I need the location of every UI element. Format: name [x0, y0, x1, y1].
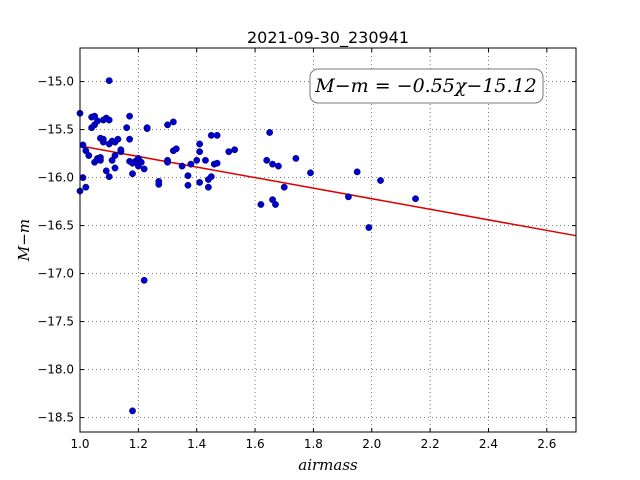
data-point — [105, 116, 113, 124]
data-point — [140, 165, 148, 173]
data-point — [272, 201, 279, 208]
data-point — [345, 193, 352, 201]
x-tick-label: 1.6 — [246, 437, 265, 451]
y-tick-label: −17.5 — [37, 315, 74, 329]
data-point — [193, 156, 201, 164]
chart-title: 2021-09-30_230941 — [247, 28, 409, 48]
data-point — [202, 156, 209, 164]
data-point — [184, 181, 192, 189]
data-point — [207, 173, 215, 181]
data-point — [204, 183, 212, 191]
data-point — [266, 129, 274, 136]
x-axis-label: airmass — [298, 456, 358, 474]
x-tick-label: 2.2 — [421, 437, 440, 451]
data-point — [117, 146, 125, 154]
data-point — [129, 170, 136, 178]
data-point — [94, 117, 101, 125]
data-point — [307, 169, 314, 177]
y-tick-label: −15.0 — [37, 75, 74, 89]
axis-ticks — [79, 48, 576, 432]
data-point — [140, 276, 148, 284]
data-point — [123, 124, 131, 132]
data-point — [280, 183, 288, 191]
data-point — [164, 158, 171, 166]
data-point — [129, 407, 136, 415]
data-point — [97, 156, 104, 164]
data-point — [263, 156, 271, 164]
data-point — [213, 131, 221, 139]
data-point — [99, 135, 107, 143]
fit-annotation-text: M−m = −0.55χ−15.12 — [314, 75, 536, 97]
data-point — [126, 112, 134, 120]
data-point — [85, 152, 93, 159]
data-point — [213, 159, 221, 167]
data-point — [114, 135, 122, 143]
data-point — [257, 201, 265, 208]
y-tick-label: −15.5 — [37, 123, 74, 137]
data-point — [164, 121, 171, 129]
data-point — [137, 158, 145, 166]
x-tick-label: 2.6 — [537, 437, 556, 451]
data-point — [105, 173, 113, 181]
x-tick-label: 2.4 — [479, 437, 498, 451]
data-point — [196, 148, 204, 156]
data-point — [196, 178, 204, 186]
y-tick-labels: −15.0 −15.5 −16.0 −16.5 −17.0 −17.5 −18.0 −18.5 — [37, 75, 74, 425]
x-tick-label: 1.8 — [304, 437, 323, 451]
y-tick-label: −16.0 — [37, 171, 74, 185]
plot-frame — [79, 47, 577, 433]
fit-line — [79, 145, 577, 237]
data-points — [76, 77, 419, 415]
y-axis-label: M−m — [15, 219, 33, 262]
data-point — [111, 164, 119, 172]
data-point — [225, 148, 233, 156]
data-point — [105, 77, 113, 85]
data-point — [82, 183, 90, 191]
grid — [79, 48, 576, 432]
data-point — [111, 152, 119, 159]
data-point — [207, 131, 215, 139]
x-tick-label: 1.2 — [129, 437, 148, 451]
x-tick-label: 1.4 — [187, 437, 206, 451]
y-tick-label: −17.0 — [37, 267, 74, 281]
data-point — [169, 118, 177, 126]
data-point — [353, 168, 361, 176]
data-point — [79, 141, 87, 149]
data-point — [102, 167, 110, 175]
y-tick-label: −18.5 — [37, 411, 74, 425]
data-point — [196, 140, 204, 148]
x-tick-label: 2.0 — [362, 437, 381, 451]
data-point — [274, 162, 282, 170]
data-point — [269, 160, 276, 168]
data-point — [126, 135, 134, 143]
data-point — [365, 224, 373, 231]
y-tick-label: −18.0 — [37, 363, 74, 377]
data-point — [143, 124, 151, 132]
data-point — [377, 177, 384, 184]
data-point — [187, 160, 195, 168]
fit-annotation: M−m = −0.55χ−15.12 — [309, 68, 544, 104]
data-point — [184, 172, 192, 180]
data-point — [172, 145, 180, 153]
x-tick-label: 1.0 — [70, 437, 89, 451]
data-point — [412, 195, 419, 203]
fit-annotation-box — [309, 68, 544, 104]
data-point — [178, 162, 186, 170]
data-point — [231, 146, 239, 154]
data-point — [155, 178, 163, 185]
y-tick-label: −16.5 — [37, 219, 74, 233]
x-tick-labels: 1.0 1.2 1.4 1.6 1.8 2.0 2.2 2.4 2.6 — [70, 437, 556, 451]
data-point — [292, 154, 300, 162]
